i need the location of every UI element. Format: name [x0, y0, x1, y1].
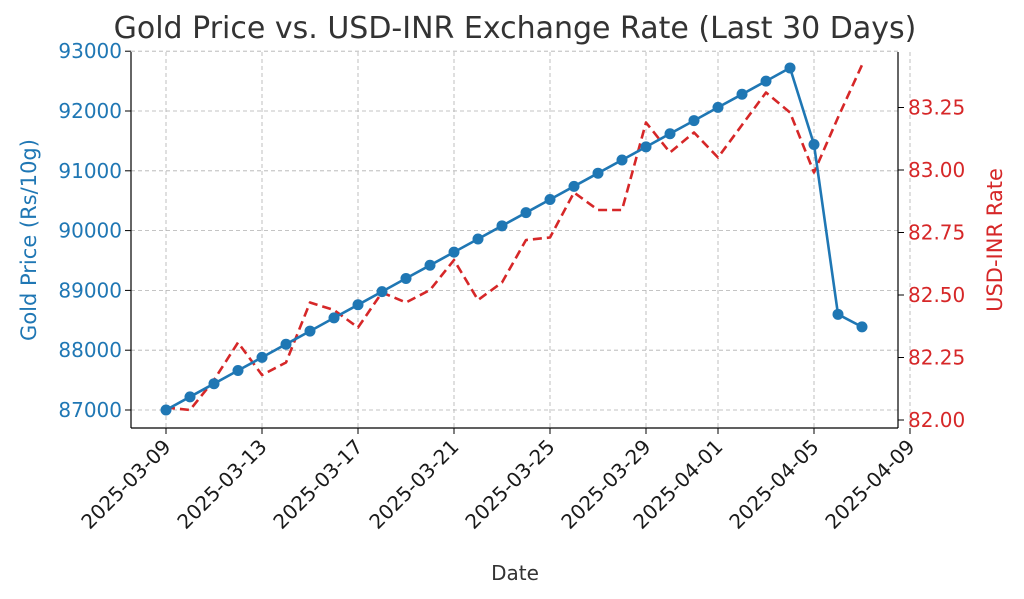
gold-price-point [184, 391, 196, 403]
gold-price-point [640, 141, 652, 153]
gold-price-point [400, 272, 412, 284]
y-left-tick-label: 87000 [58, 398, 122, 422]
y-left-tick-label: 91000 [58, 159, 122, 183]
x-tick-label: 2025-03-09 [76, 435, 175, 534]
gold-price-point [544, 194, 556, 206]
y-left-tick-label: 93000 [58, 39, 122, 63]
x-tick-label: 2025-04-09 [820, 435, 919, 534]
x-tick-label: 2025-04-05 [724, 435, 823, 534]
y-right-tick-label: 83.25 [908, 96, 965, 120]
gold-price-point [304, 325, 316, 337]
x-tick-label: 2025-03-13 [172, 435, 271, 534]
x-axis-label: Date [491, 561, 539, 585]
gold-price-point [352, 299, 364, 311]
gold-price-point [280, 338, 292, 350]
y-axis-left-label: Gold Price (Rs/10g) [17, 139, 41, 341]
gold-price-point [832, 308, 844, 320]
y-left-tick-label: 92000 [58, 99, 122, 123]
gold-price-point [856, 321, 868, 333]
tick-labels: 87000 88000 89000 90000 91000 92000 93000 82.00… [58, 39, 965, 534]
gold-price-point [808, 138, 820, 150]
gold-price-point [472, 233, 484, 245]
gold-price-point [616, 154, 628, 166]
gold-price-point [568, 180, 580, 192]
gold-price-point [256, 351, 268, 363]
usd-inr-line [165, 64, 864, 412]
y-right-tick-label: 82.75 [908, 221, 965, 245]
gold-price-point [424, 259, 436, 271]
y-right-tick-label: 82.50 [908, 283, 965, 307]
gold-price-point [688, 115, 700, 127]
grid-lines [131, 50, 911, 428]
gold-price-series [160, 62, 868, 416]
x-tick-label: 2025-03-17 [268, 435, 367, 534]
gold-price-point [376, 286, 388, 298]
y-left-tick-label: 89000 [58, 278, 122, 302]
gold-price-point [232, 365, 244, 377]
x-tick-label: 2025-03-25 [460, 435, 559, 534]
y-left-tick-label: 88000 [58, 338, 122, 362]
chart-title: Gold Price vs. USD-INR Exchange Rate (La… [114, 11, 917, 46]
gold-price-point [496, 220, 508, 232]
gold-price-point [784, 62, 796, 74]
y-right-tick-label: 83.00 [908, 158, 965, 182]
gold-price-point [448, 246, 460, 258]
gold-price-point [592, 167, 604, 179]
gold-price-line [165, 66, 863, 412]
y-axis-right-label: USD-INR Rate [983, 168, 1007, 312]
y-left-tick-label: 90000 [58, 219, 122, 243]
usd-inr-series [165, 64, 864, 412]
gold-price-point [208, 378, 220, 390]
axes [125, 50, 911, 434]
y-right-tick-label: 82.25 [908, 346, 965, 370]
x-tick-label: 2025-03-21 [364, 435, 463, 534]
gold-price-point [328, 312, 340, 324]
gold-price-point [712, 101, 724, 113]
gold-price-point [760, 75, 772, 87]
y-right-tick-label: 82.00 [908, 408, 965, 432]
gold-price-point [664, 128, 676, 140]
gold-price-point [520, 207, 532, 219]
gold-price-point [736, 88, 748, 100]
gold-price-point [160, 404, 172, 416]
